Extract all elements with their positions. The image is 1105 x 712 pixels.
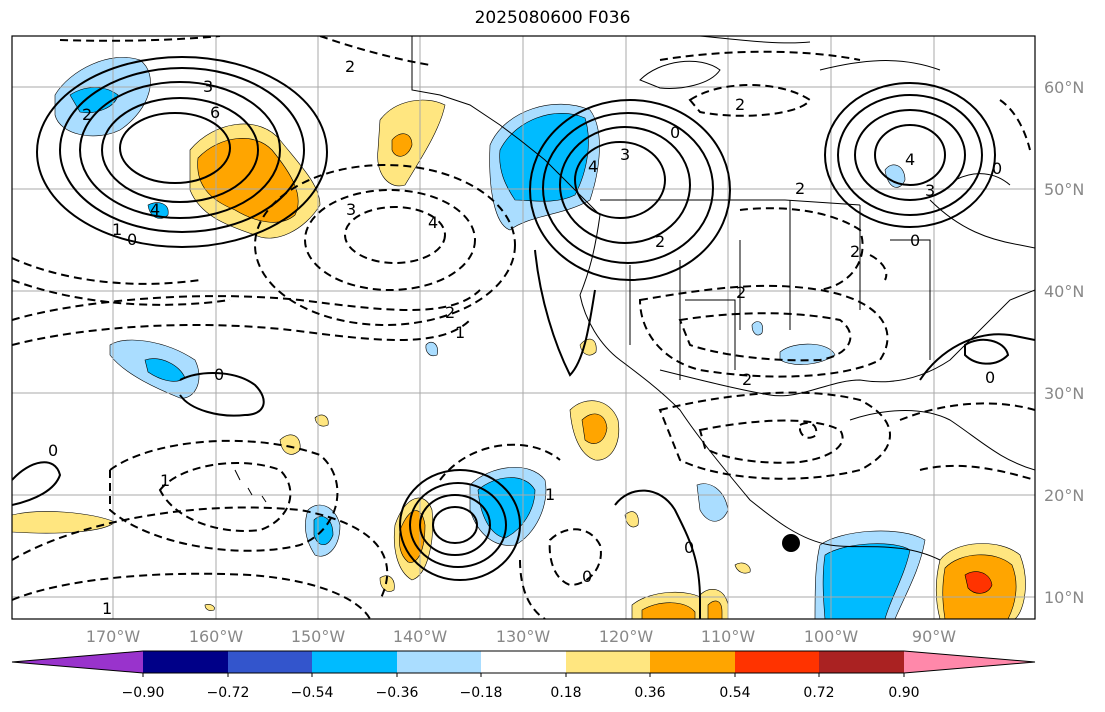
lon-label: 100°W xyxy=(804,627,859,646)
shade-light-blue xyxy=(425,341,438,357)
colorbar-labels: −0.90 −0.72 −0.54 −0.36 −0.18 0.18 0.36 … xyxy=(122,685,920,701)
graticule xyxy=(12,36,1035,619)
colorbar-extend-low xyxy=(12,651,143,673)
contour-labels: 6 3 4 1 0 2 2 3 4 2 1 0 3 4 2 2 4 3 0 2 … xyxy=(48,57,1002,618)
contour-label: 2 xyxy=(82,105,92,124)
colorbar-segment xyxy=(397,651,481,673)
storm-marker xyxy=(782,534,800,552)
shade-orange xyxy=(707,600,723,619)
contour-label: 2 xyxy=(345,57,355,76)
lon-label: 130°W xyxy=(496,627,551,646)
colorbar-segment xyxy=(143,651,228,673)
lat-label: 60°N xyxy=(1044,78,1084,97)
map-area: 6 3 4 1 0 2 2 3 4 2 1 0 3 4 2 2 4 3 0 2 … xyxy=(12,36,1035,619)
contour-label: 6 xyxy=(210,103,220,122)
colorbar-tick-label: 0.72 xyxy=(803,685,834,701)
lon-axis: 170°W 160°W 150°W 140°W 130°W 120°W 110°… xyxy=(86,627,956,646)
shade-red xyxy=(964,571,993,594)
colorbar-segment xyxy=(650,651,735,673)
lat-label: 20°N xyxy=(1044,486,1084,505)
colorbar-tick-label: −0.36 xyxy=(376,685,419,701)
map-frame xyxy=(11,35,1036,620)
contour-label: 1 xyxy=(160,471,170,490)
lon-label: 170°W xyxy=(86,627,141,646)
contour-label: 0 xyxy=(214,365,224,384)
shade-blue xyxy=(147,202,169,219)
contour-label: 0 xyxy=(985,368,995,387)
colorbar-segment xyxy=(819,651,904,673)
colorbar-tick-label: 0.36 xyxy=(634,685,665,701)
contour-label: 0 xyxy=(910,231,920,250)
contour-label: 0 xyxy=(48,441,58,460)
contour-label: 4 xyxy=(150,200,160,219)
lon-label: 110°W xyxy=(701,627,756,646)
colorbar-segment xyxy=(735,651,819,673)
shade-blue xyxy=(822,543,911,619)
contour-label: 3 xyxy=(925,181,935,200)
colorbar-tick-label: 0.18 xyxy=(550,685,581,701)
shade-orange xyxy=(641,602,696,619)
lon-label: 90°W xyxy=(912,627,956,646)
contour-label: 2 xyxy=(736,283,746,302)
lon-label: 120°W xyxy=(599,627,654,646)
contour-label: 1 xyxy=(545,485,555,504)
map-title: 2025080600 F036 xyxy=(474,8,631,28)
contour-label: 2 xyxy=(742,370,752,389)
contour-label: 0 xyxy=(992,159,1002,178)
colorbar-segment xyxy=(228,651,312,673)
shade-yellow xyxy=(379,575,395,592)
lat-label: 10°N xyxy=(1044,588,1084,607)
lat-label: 40°N xyxy=(1044,282,1084,301)
colorbar-segment xyxy=(481,651,566,673)
contour-label: 1 xyxy=(455,323,465,342)
contour-label: 1 xyxy=(112,220,122,239)
colorbar xyxy=(11,650,1036,677)
colorbar-extend-high xyxy=(904,651,1035,673)
colorbar-segment xyxy=(312,651,397,673)
contour-label: 2 xyxy=(850,242,860,261)
positive-contours xyxy=(12,56,1035,619)
contour-label: 0 xyxy=(582,567,592,586)
contour-label: 2 xyxy=(795,179,805,198)
shade-orange xyxy=(391,133,413,157)
lat-label: 50°N xyxy=(1044,180,1084,199)
shade-light-blue xyxy=(884,164,906,188)
lon-label: 160°W xyxy=(189,627,244,646)
contour-label: 0 xyxy=(127,230,137,249)
contour-label: 2 xyxy=(445,303,455,322)
colorbar-segment xyxy=(566,651,650,673)
contour-label: 1 xyxy=(102,599,112,618)
negative-contours xyxy=(12,36,1035,619)
colorbar-tick-label: 0.90 xyxy=(888,685,919,701)
contour-label: 4 xyxy=(588,157,598,176)
colorbar-tick-label: −0.90 xyxy=(122,685,165,701)
shade-blue xyxy=(69,87,119,113)
shade-yellow xyxy=(624,511,639,528)
lat-label: 30°N xyxy=(1044,384,1084,403)
shade-yellow xyxy=(204,604,215,611)
contour-label: 3 xyxy=(620,145,630,164)
contour-label: 4 xyxy=(428,213,438,232)
shade-light-blue xyxy=(751,321,763,336)
lon-label: 150°W xyxy=(291,627,346,646)
shade-yellow xyxy=(734,562,751,574)
colorbar-tick-label: −0.54 xyxy=(291,685,334,701)
lat-axis: 60°N 50°N 40°N 30°N 20°N 10°N xyxy=(1044,78,1084,607)
contour-label: 3 xyxy=(346,200,356,219)
contour-label: 4 xyxy=(905,150,915,169)
contour-label: 0 xyxy=(684,538,694,557)
contour-label: 3 xyxy=(203,77,213,96)
colorbar-tick-label: −0.18 xyxy=(460,685,503,701)
colorbar-tick-label: −0.72 xyxy=(207,685,250,701)
colorbar-tick-label: 0.54 xyxy=(719,685,750,701)
contour-label: 2 xyxy=(655,232,665,251)
shade-orange xyxy=(197,138,299,223)
contour-label: 2 xyxy=(735,95,745,114)
contour-label: 0 xyxy=(670,123,680,142)
shade-orange xyxy=(581,413,608,444)
lon-label: 140°W xyxy=(393,627,448,646)
